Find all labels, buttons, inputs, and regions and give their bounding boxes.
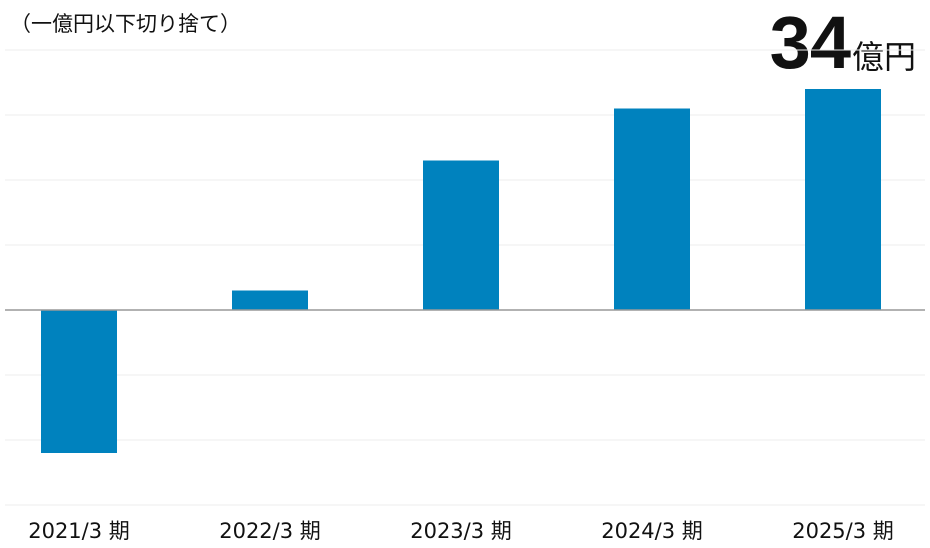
headline-value: 34億円 [770, 0, 916, 85]
headline-number: 34 [769, 1, 851, 84]
bar [232, 290, 308, 310]
x-tick-label: 2024/3 期 [601, 519, 703, 543]
x-tick-label: 2022/3 期 [219, 519, 321, 543]
x-tick-label: 2021/3 期 [28, 519, 130, 543]
chart-note: （一億円以下切り捨て） [10, 12, 241, 36]
bar [41, 310, 117, 453]
headline-unit: 億円 [851, 38, 916, 76]
x-tick-label: 2023/3 期 [410, 519, 512, 543]
x-tick-label: 2025/3 期 [792, 519, 894, 543]
bar [423, 160, 499, 310]
bar [805, 89, 881, 310]
bar [614, 108, 690, 310]
